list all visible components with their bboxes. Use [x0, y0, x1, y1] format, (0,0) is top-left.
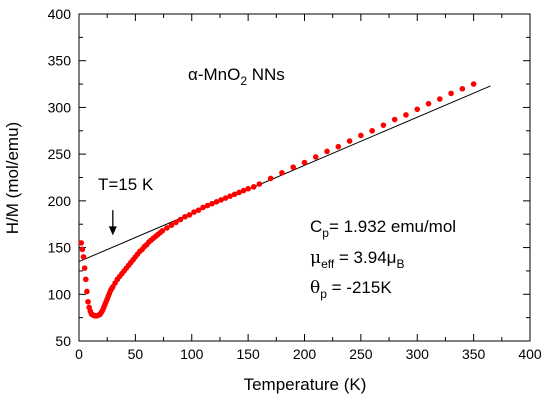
x-tick-label: 400 [518, 346, 542, 362]
data-point [191, 209, 197, 215]
data-point [182, 213, 188, 220]
data-point [425, 100, 432, 107]
y-tick-label: 250 [48, 146, 72, 162]
mu-eff-sub2: B [396, 257, 404, 271]
data-point [346, 138, 353, 144]
data-point [335, 143, 342, 150]
data-point [245, 185, 251, 192]
y-axis-title: H/M (mol/emu) [3, 122, 22, 234]
y-tick-label: 400 [48, 6, 72, 22]
data-point [177, 216, 184, 223]
data-point [85, 298, 91, 305]
y-tick-label: 300 [48, 99, 72, 115]
sample-label-suffix: NNs [247, 65, 285, 84]
data-point [240, 187, 247, 194]
data-point [209, 200, 215, 207]
data-point [391, 116, 398, 123]
data-point [250, 184, 257, 190]
mu-eff-main: μ [310, 248, 321, 268]
marker-layer [78, 81, 477, 319]
x-tick-label: 350 [462, 346, 486, 362]
data-point [437, 96, 443, 102]
data-point [236, 189, 242, 196]
data-point [470, 81, 477, 87]
data-point [81, 265, 88, 271]
data-point [78, 240, 85, 246]
data-point [84, 288, 90, 295]
sample-label-sub: 2 [240, 74, 247, 88]
data-point [369, 127, 375, 134]
x-tick-label: 100 [180, 346, 204, 362]
data-point [173, 219, 179, 226]
data-point [459, 85, 466, 92]
y-tick-label: 200 [48, 193, 72, 209]
cp-sub: p [322, 226, 329, 240]
data-point [358, 132, 364, 139]
data-point [218, 197, 224, 203]
y-tick-label: 50 [55, 333, 71, 349]
data-point [195, 207, 202, 213]
data-point [186, 212, 193, 218]
mu-eff-sub: eff [321, 257, 335, 271]
data-point [200, 204, 206, 211]
data-point [227, 193, 233, 199]
x-tick-label: 300 [406, 346, 430, 362]
x-tick-label: 50 [128, 346, 144, 362]
data-point [79, 246, 86, 253]
data-point [267, 175, 274, 182]
data-point [231, 191, 238, 198]
y-tick-label: 100 [48, 286, 72, 302]
data-point [380, 122, 387, 128]
data-point [290, 164, 297, 171]
y-tick-label: 350 [48, 53, 72, 69]
sample-label: α-MnO2 NNs [188, 65, 285, 88]
data-point [168, 222, 175, 228]
x-tick-label: 200 [293, 346, 317, 362]
cp-main: C [310, 217, 322, 236]
data-point [256, 181, 263, 187]
data-point [301, 159, 308, 166]
mu-eff-rest: = 3.94μ [334, 248, 396, 267]
theta-p-sub: p [320, 287, 327, 301]
x-tick-labels: 0 50 100 150 200 250 300 350 400 [75, 346, 542, 362]
data-point [403, 112, 409, 118]
fit-line-layer [78, 85, 491, 263]
x-tick-label: 250 [349, 346, 373, 362]
x-axis-title: Temperature (K) [244, 375, 367, 394]
sample-label-prefix: α-MnO [188, 65, 240, 84]
data-point [159, 227, 166, 234]
data-point [312, 154, 319, 160]
data-point [414, 106, 421, 113]
temperature-marker-label: T=15 K [98, 175, 154, 194]
x-tick-label: 0 [75, 346, 83, 362]
data-point [213, 198, 220, 205]
theta-p-main: θ [310, 278, 320, 298]
fit-line [78, 85, 491, 263]
data-point [222, 195, 229, 201]
data-point [448, 90, 454, 97]
data-point [204, 202, 211, 209]
data-point [164, 225, 170, 231]
data-point [279, 170, 285, 176]
axis-ticks [78, 13, 531, 342]
data-point [80, 254, 87, 260]
y-tick-label: 150 [48, 240, 72, 256]
x-tick-label: 150 [236, 346, 260, 362]
temperature-arrow-head [108, 226, 117, 236]
theta-p-annotation: θp = -215K [310, 278, 392, 301]
cp-rest: = 1.932 emu/mol [329, 217, 456, 236]
data-point [324, 148, 330, 155]
theta-p-rest: = -215K [327, 278, 392, 297]
mu-eff-annotation: μeff = 3.94μB [310, 248, 404, 271]
y-tick-labels: 50 100 150 200 250 300 350 400 [48, 6, 72, 349]
data-point [82, 276, 89, 283]
cp-annotation: Cp= 1.932 emu/mol [310, 217, 456, 240]
